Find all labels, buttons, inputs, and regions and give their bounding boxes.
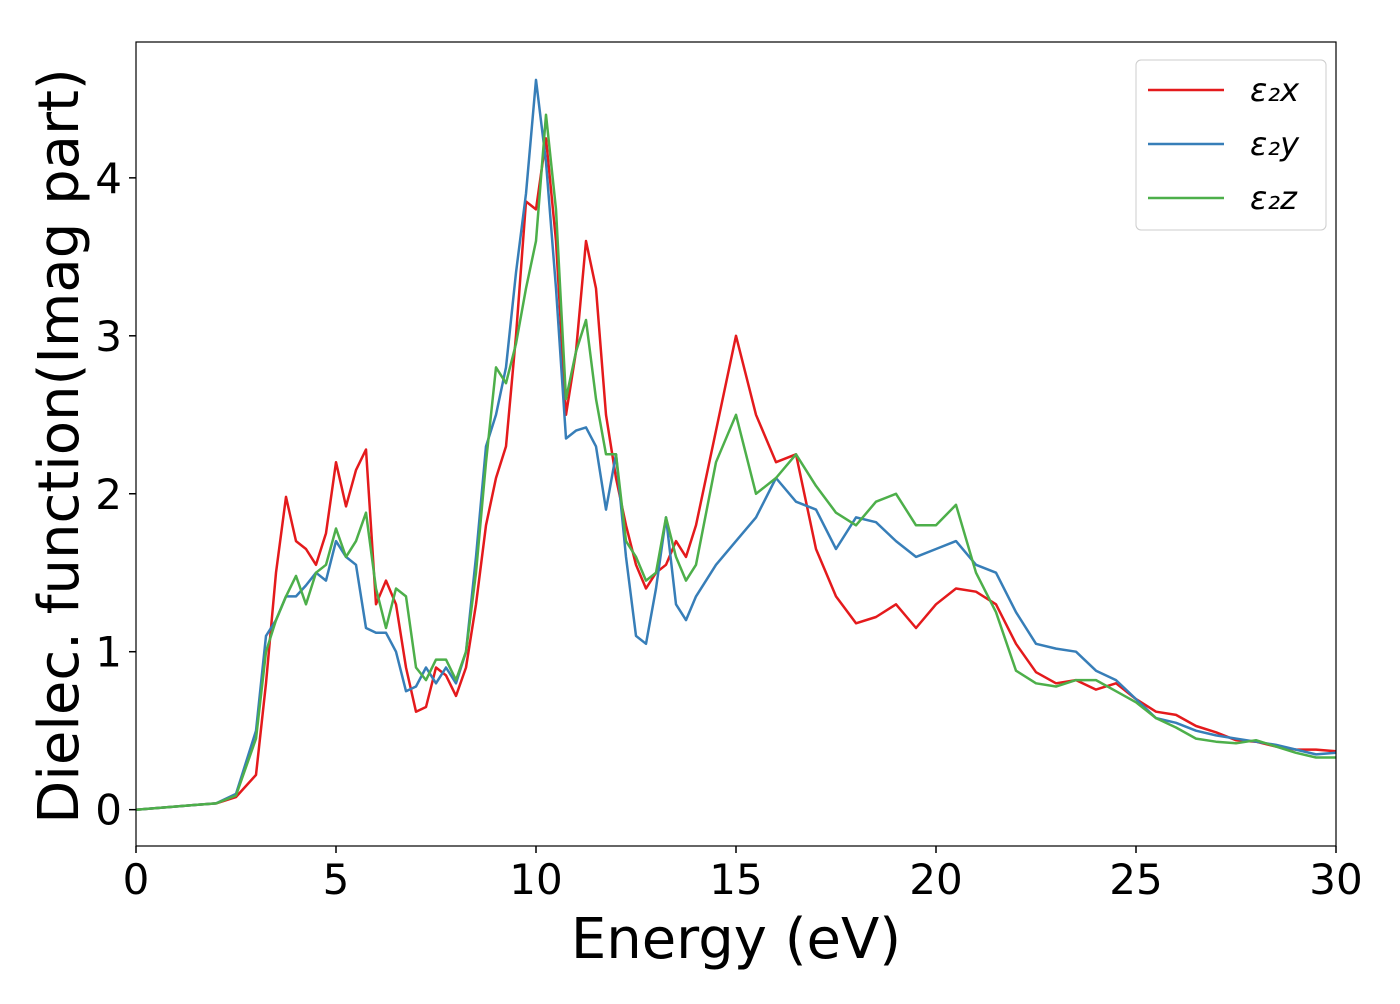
legend-label: ε₂z: [1250, 179, 1298, 217]
y-tick-label: 1: [95, 628, 122, 677]
legend-label: ε₂y: [1250, 125, 1300, 163]
x-tick-label: 10: [509, 855, 562, 904]
x-tick-label: 5: [323, 855, 350, 904]
y-axis-label: Dielec. function(Imag part): [27, 68, 92, 824]
x-tick-label: 0: [123, 855, 150, 904]
legend-box: [1135, 59, 1327, 231]
x-tick-label: 30: [1309, 855, 1362, 904]
x-axis-label: Energy (eV): [571, 907, 901, 972]
plot-frame: [135, 41, 1337, 847]
data-line: [135, 137, 1337, 811]
y-tick-label: 0: [95, 786, 122, 835]
y-tick-label: 3: [95, 312, 122, 361]
data-line: [135, 113, 1336, 811]
x-tick-label: 20: [909, 855, 962, 904]
x-tick-label: 15: [709, 855, 762, 904]
legend-label: ε₂x: [1250, 71, 1300, 109]
y-tick-label: 2: [95, 470, 122, 519]
data-line: [135, 78, 1337, 811]
y-tick-label: 4: [95, 154, 122, 203]
x-tick-label: 25: [1109, 855, 1162, 904]
